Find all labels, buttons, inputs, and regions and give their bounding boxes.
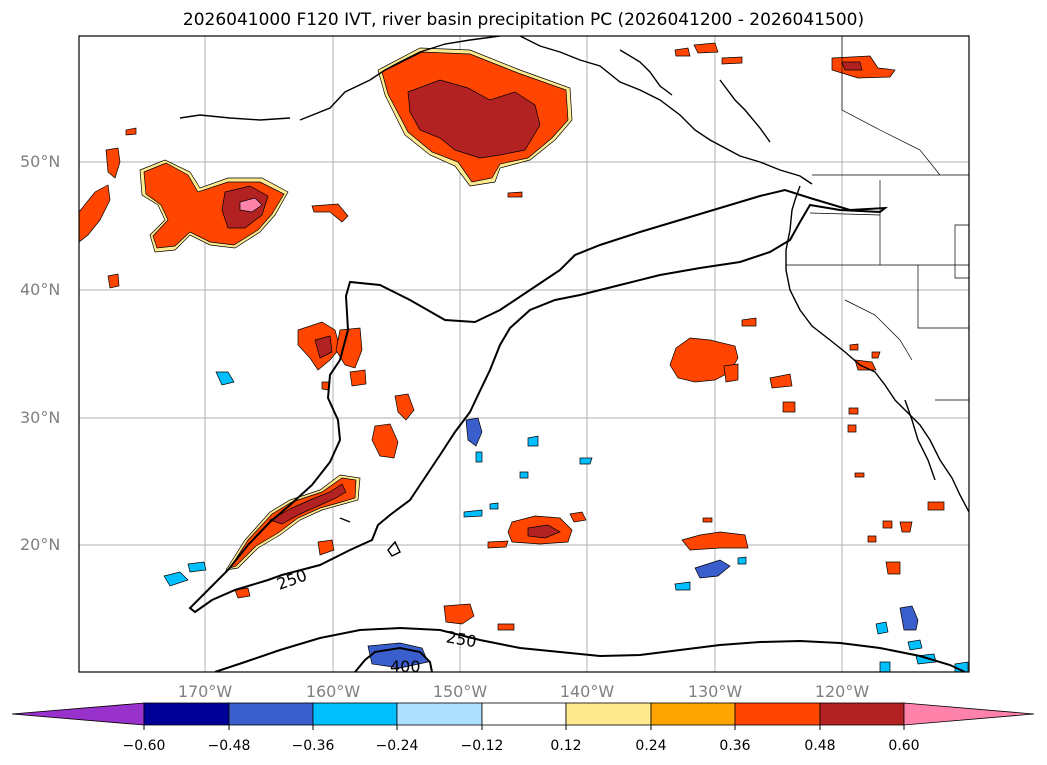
colorbar	[11, 702, 1035, 726]
colorbar-tick-label: −0.60	[122, 738, 166, 754]
ivt-label-400: 400	[390, 657, 421, 676]
borders	[786, 36, 969, 401]
colorbar-tick-label: −0.48	[207, 738, 251, 754]
colorbar-tick-label: −0.12	[460, 738, 504, 754]
colorbar-extend-max	[903, 702, 1035, 726]
lon-label-160w: 160°W	[305, 682, 361, 701]
colorbar-tick-label: 0.48	[804, 738, 836, 754]
lat-label-40n: 40°N	[20, 280, 61, 299]
colorbar-tick-label: −0.36	[291, 738, 335, 754]
colorbar-tick-label: 0.36	[719, 738, 751, 754]
colorbar-extend-min	[11, 702, 145, 726]
coastlines	[179, 36, 969, 557]
map-title: 2026041000 F120 IVT, river basin precipi…	[182, 10, 865, 30]
colorbar-tick-label: 0.60	[888, 738, 920, 754]
ivt-contour-400	[354, 646, 433, 672]
map-frame	[78, 35, 970, 673]
ivt-contours	[188, 188, 966, 672]
ivt-label-250-b: 250	[445, 627, 478, 651]
colorbar-tick-label: −0.24	[375, 738, 419, 754]
ivt-contour-250-north	[188, 188, 889, 614]
negative-pc-fills	[163, 371, 969, 672]
lat-label-30n: 30°N	[20, 408, 61, 427]
lon-label-120w: 120°W	[814, 682, 870, 701]
lat-label-20n: 20°N	[20, 535, 61, 554]
ivt-label-250-a: 250	[274, 566, 309, 594]
colorbar-tick-label: 0.24	[635, 738, 667, 754]
lon-label-170w: 170°W	[177, 682, 233, 701]
positive-pc-fills	[79, 42, 945, 631]
lat-label-50n: 50°N	[20, 152, 61, 171]
colorbar-tick-label: 0.12	[550, 738, 582, 754]
lon-label-130w: 130°W	[687, 682, 743, 701]
lon-label-140w: 140°W	[559, 682, 615, 701]
lon-label-150w: 150°W	[432, 682, 488, 701]
ivt-contour-250-south	[214, 626, 966, 672]
